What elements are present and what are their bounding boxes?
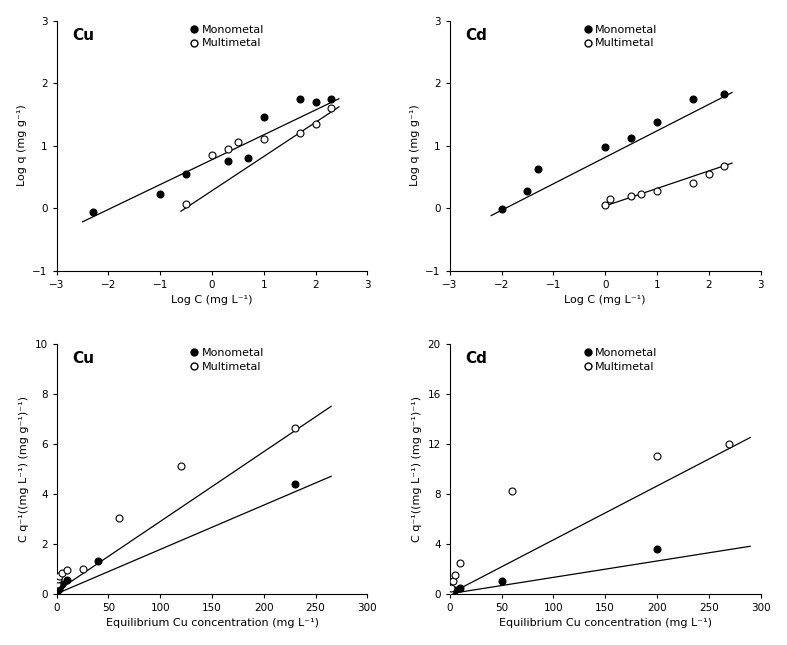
Legend: Monometal, Multimetal: Monometal, Multimetal <box>580 344 662 376</box>
Text: Cd: Cd <box>465 352 487 366</box>
Y-axis label: C q⁻¹((mg L⁻¹) (mg g⁻¹)⁻¹): C q⁻¹((mg L⁻¹) (mg g⁻¹)⁻¹) <box>19 396 29 542</box>
Y-axis label: Log q (mg g⁻¹): Log q (mg g⁻¹) <box>17 104 27 186</box>
Legend: Monometal, Multimetal: Monometal, Multimetal <box>187 21 268 53</box>
X-axis label: Equilibrium Cu concentration (mg L⁻¹): Equilibrium Cu concentration (mg L⁻¹) <box>499 619 711 628</box>
Y-axis label: Log q (mg g⁻¹): Log q (mg g⁻¹) <box>410 104 419 186</box>
Legend: Monometal, Multimetal: Monometal, Multimetal <box>187 344 268 376</box>
X-axis label: Log C (mg L⁻¹): Log C (mg L⁻¹) <box>564 295 646 305</box>
X-axis label: Log C (mg L⁻¹): Log C (mg L⁻¹) <box>172 295 253 305</box>
X-axis label: Equilibrium Cu concentration (mg L⁻¹): Equilibrium Cu concentration (mg L⁻¹) <box>105 619 319 628</box>
Text: Cu: Cu <box>72 28 94 43</box>
Text: Cd: Cd <box>465 28 487 43</box>
Y-axis label: C q⁻¹((mg L⁻¹) (mg g⁻¹)⁻¹): C q⁻¹((mg L⁻¹) (mg g⁻¹)⁻¹) <box>412 396 422 542</box>
Text: Cu: Cu <box>72 352 94 366</box>
Legend: Monometal, Multimetal: Monometal, Multimetal <box>580 21 662 53</box>
